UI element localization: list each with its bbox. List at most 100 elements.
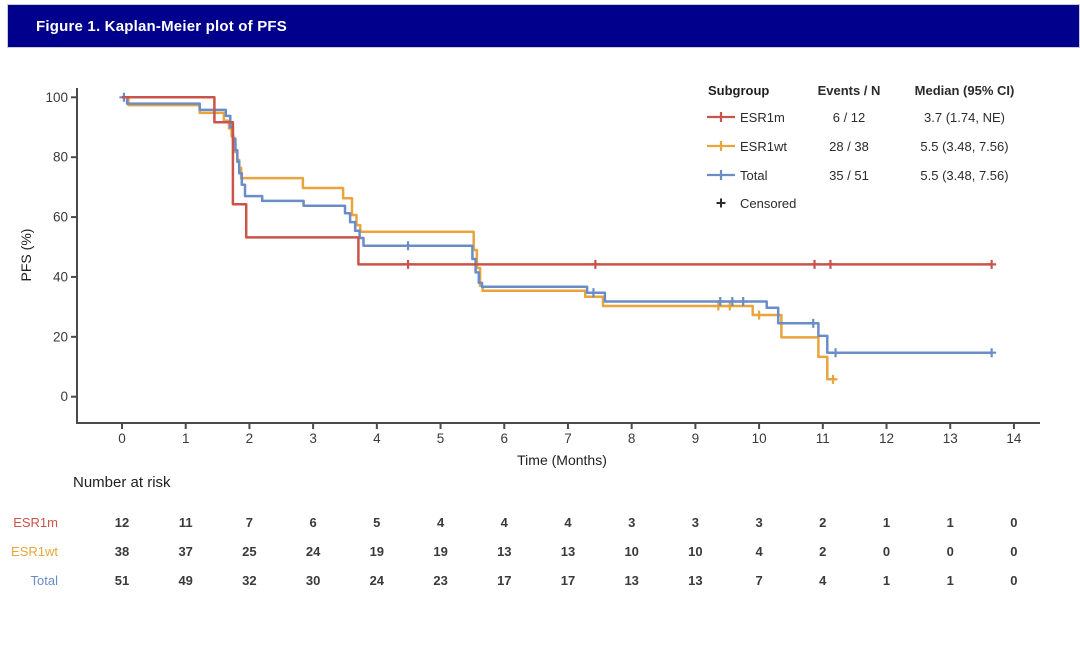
x-tick-label: 11 bbox=[816, 431, 830, 446]
risk-value: 49 bbox=[178, 573, 193, 588]
censor-mark-total bbox=[588, 288, 598, 298]
risk-value: 2 bbox=[819, 544, 827, 559]
risk-value: 0 bbox=[1010, 515, 1018, 530]
censor-mark-total bbox=[831, 348, 841, 358]
risk-value: 6 bbox=[309, 515, 317, 530]
censor-mark-total bbox=[727, 296, 737, 306]
x-tick-label: 14 bbox=[1006, 431, 1022, 446]
y-tick-label: 40 bbox=[53, 269, 68, 284]
risk-row-label-esr1m: ESR1m bbox=[13, 515, 58, 530]
legend-row-esr1wt: ESR1wt 28 / 38 5.5 (3.48, 7.56) bbox=[700, 138, 1050, 154]
risk-value: 3 bbox=[755, 515, 763, 530]
x-tick-label: 3 bbox=[309, 431, 317, 446]
risk-row-label-esr1wt: ESR1wt bbox=[11, 544, 58, 559]
legend-header-row: Subgroup Events / N Median (95% CI) bbox=[700, 82, 1050, 98]
x-tick-label: 1 bbox=[182, 431, 190, 446]
censor-mark-esr1m bbox=[987, 259, 997, 269]
risk-table-title: Number at risk bbox=[73, 474, 171, 491]
risk-value: 3 bbox=[691, 515, 699, 530]
x-tick-label: 2 bbox=[246, 431, 254, 446]
x-tick-label: 6 bbox=[501, 431, 509, 446]
x-tick-label: 13 bbox=[943, 431, 958, 446]
legend-events-total: 35 / 51 bbox=[829, 167, 869, 183]
censor-mark-esr1wt bbox=[713, 301, 723, 311]
y-tick-label: 80 bbox=[53, 150, 68, 165]
y-tick-label: 0 bbox=[60, 389, 68, 404]
risk-value: 24 bbox=[305, 544, 321, 559]
risk-value: 17 bbox=[497, 573, 512, 588]
risk-value: 13 bbox=[688, 573, 703, 588]
risk-value: 4 bbox=[755, 544, 763, 559]
risk-value: 23 bbox=[433, 573, 448, 588]
risk-value: 7 bbox=[755, 573, 763, 588]
y-tick-label: 100 bbox=[45, 90, 68, 105]
legend-label-esr1wt: ESR1wt bbox=[740, 138, 787, 154]
risk-value: 1 bbox=[946, 515, 954, 530]
legend-events-esr1wt: 28 / 38 bbox=[829, 138, 869, 154]
risk-value: 0 bbox=[1010, 573, 1018, 588]
risk-value: 19 bbox=[369, 544, 385, 559]
legend-header-median: Median (95% CI) bbox=[914, 82, 1015, 98]
risk-value: 17 bbox=[560, 573, 576, 588]
y-axis-title: PFS (%) bbox=[18, 228, 34, 282]
risk-value: 0 bbox=[882, 544, 891, 559]
risk-value: 5 bbox=[373, 515, 381, 530]
censor-mark-esr1m bbox=[590, 259, 600, 269]
x-tick-label: 0 bbox=[118, 431, 126, 446]
risk-value: 1 bbox=[946, 573, 954, 588]
legend-median-esr1wt: 5.5 (3.48, 7.56) bbox=[920, 138, 1009, 154]
esr1m-line-marker-icon bbox=[707, 112, 735, 122]
risk-row-label-total: Total bbox=[30, 573, 58, 588]
risk-value: 24 bbox=[369, 573, 385, 588]
risk-value: 0 bbox=[1010, 544, 1018, 559]
censor-mark-total bbox=[403, 241, 413, 251]
risk-value: 11 bbox=[178, 515, 193, 530]
risk-value: 10 bbox=[624, 544, 639, 559]
total-line-marker-icon bbox=[707, 170, 735, 180]
risk-value: 37 bbox=[178, 544, 193, 559]
censor-mark-esr1m bbox=[403, 259, 413, 269]
km-curve-esr1m bbox=[122, 96, 992, 266]
risk-value: 12 bbox=[114, 515, 130, 530]
censor-mark-total bbox=[808, 318, 818, 328]
risk-value: 13 bbox=[560, 544, 576, 559]
risk-value: 10 bbox=[688, 544, 703, 559]
risk-value: 38 bbox=[114, 544, 130, 559]
censor-mark-esr1wt bbox=[754, 310, 764, 320]
legend-label-total: Total bbox=[740, 167, 768, 183]
risk-value: 3 bbox=[628, 515, 636, 530]
censored-plus-icon bbox=[716, 198, 726, 208]
axes bbox=[76, 88, 1040, 424]
x-tick-label: 10 bbox=[752, 431, 767, 446]
censor-mark-total bbox=[715, 296, 725, 306]
censor-mark-esr1m bbox=[810, 259, 820, 269]
y-tick-label: 60 bbox=[53, 210, 68, 225]
risk-value: 25 bbox=[242, 544, 257, 559]
risk-value: 0 bbox=[946, 544, 954, 559]
risk-value: 30 bbox=[305, 573, 321, 588]
censor-mark-total bbox=[738, 296, 748, 306]
censor-mark-esr1wt bbox=[828, 374, 838, 384]
x-tick-label: 12 bbox=[879, 431, 894, 446]
risk-value: 19 bbox=[433, 544, 448, 559]
risk-value: 4 bbox=[436, 515, 445, 530]
risk-value: 13 bbox=[624, 573, 639, 588]
km-curve-total bbox=[122, 96, 992, 354]
figure-title-bar: Figure 1. Kaplan-Meier plot of PFS bbox=[7, 4, 1080, 48]
x-tick-label: 7 bbox=[564, 431, 572, 446]
risk-value: 51 bbox=[114, 573, 130, 588]
censor-mark-esr1m bbox=[825, 259, 835, 269]
risk-value: 4 bbox=[819, 573, 827, 588]
x-axis-title: Time (Months) bbox=[517, 452, 607, 468]
x-tick-label: 9 bbox=[692, 431, 700, 446]
legend-events-esr1m: 6 / 12 bbox=[832, 109, 866, 125]
risk-value: 4 bbox=[500, 515, 508, 530]
risk-value: 1 bbox=[882, 573, 891, 588]
risk-value: 13 bbox=[497, 544, 512, 559]
legend-row-censored: Censored bbox=[700, 195, 1050, 211]
x-tick-label: 4 bbox=[373, 431, 381, 446]
legend-median-total: 5.5 (3.48, 7.56) bbox=[920, 167, 1009, 183]
censor-mark-total bbox=[987, 348, 997, 358]
